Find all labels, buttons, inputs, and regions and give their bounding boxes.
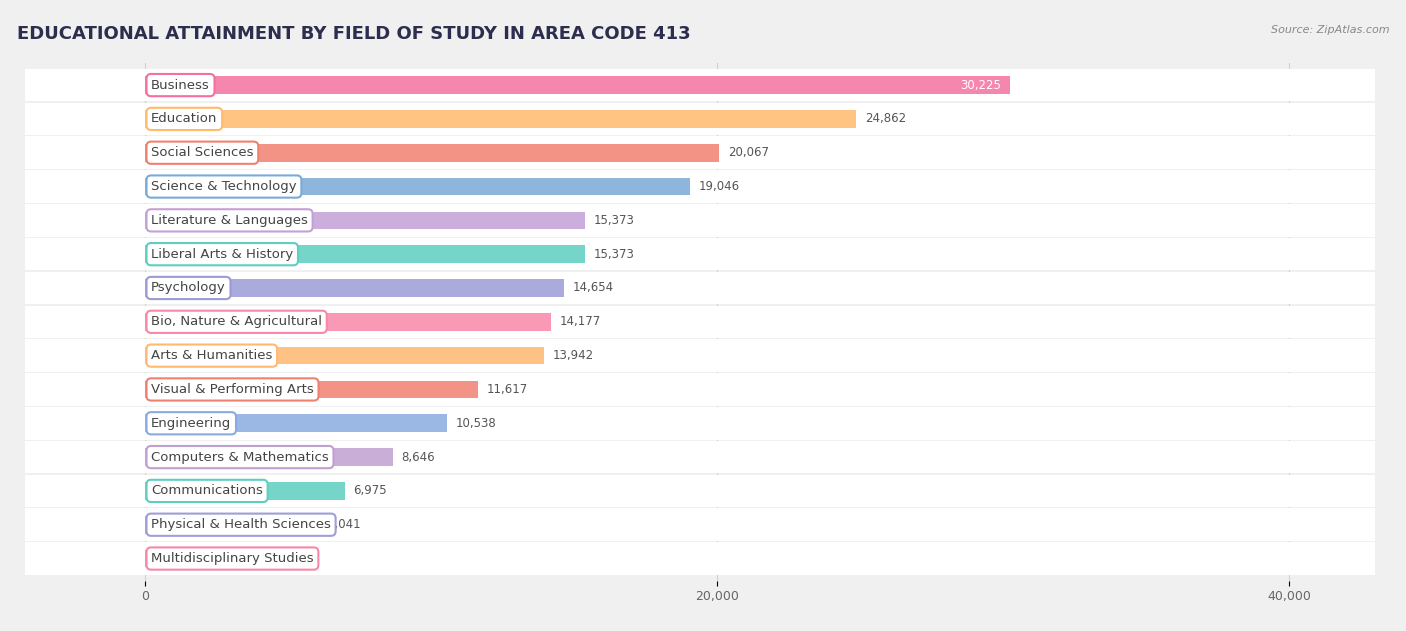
Text: 14,654: 14,654 xyxy=(574,281,614,295)
Bar xyxy=(25,103,1375,135)
Text: Science & Technology: Science & Technology xyxy=(150,180,297,193)
Bar xyxy=(25,373,1375,406)
Bar xyxy=(145,245,585,263)
Bar xyxy=(25,238,1375,271)
Bar xyxy=(145,211,585,229)
Bar xyxy=(145,144,720,162)
Text: 8,646: 8,646 xyxy=(401,451,434,464)
Text: 15,373: 15,373 xyxy=(593,248,634,261)
Bar xyxy=(145,550,200,567)
Text: Bio, Nature & Agricultural: Bio, Nature & Agricultural xyxy=(150,316,322,328)
Bar xyxy=(25,305,1375,338)
Bar xyxy=(25,509,1375,541)
Text: Business: Business xyxy=(150,79,209,91)
Text: Multidisciplinary Studies: Multidisciplinary Studies xyxy=(150,552,314,565)
Bar xyxy=(145,516,318,534)
Text: Source: ZipAtlas.com: Source: ZipAtlas.com xyxy=(1271,25,1389,35)
Bar xyxy=(145,178,690,196)
Bar xyxy=(25,339,1375,372)
Bar xyxy=(25,272,1375,304)
Bar xyxy=(25,170,1375,203)
Bar xyxy=(25,407,1375,440)
Text: Engineering: Engineering xyxy=(150,416,232,430)
Bar xyxy=(25,441,1375,473)
Bar xyxy=(145,279,564,297)
Bar xyxy=(25,475,1375,507)
Text: Literature & Languages: Literature & Languages xyxy=(150,214,308,227)
Text: 14,177: 14,177 xyxy=(560,316,600,328)
Bar xyxy=(145,482,344,500)
Bar xyxy=(25,204,1375,237)
Bar xyxy=(145,380,478,398)
Text: Liberal Arts & History: Liberal Arts & History xyxy=(150,248,294,261)
Text: 6,041: 6,041 xyxy=(326,518,360,531)
Bar xyxy=(25,542,1375,575)
Bar xyxy=(145,347,544,365)
Bar xyxy=(145,415,447,432)
Text: 24,862: 24,862 xyxy=(865,112,905,126)
Text: 10,538: 10,538 xyxy=(456,416,496,430)
Text: 6,975: 6,975 xyxy=(353,485,387,497)
Text: 20,067: 20,067 xyxy=(728,146,769,159)
Bar xyxy=(145,448,392,466)
Text: Communications: Communications xyxy=(150,485,263,497)
Text: Psychology: Psychology xyxy=(150,281,226,295)
Text: Arts & Humanities: Arts & Humanities xyxy=(150,349,273,362)
Text: Physical & Health Sciences: Physical & Health Sciences xyxy=(150,518,330,531)
Text: EDUCATIONAL ATTAINMENT BY FIELD OF STUDY IN AREA CODE 413: EDUCATIONAL ATTAINMENT BY FIELD OF STUDY… xyxy=(17,25,690,44)
Text: 15,373: 15,373 xyxy=(593,214,634,227)
Text: 13,942: 13,942 xyxy=(553,349,593,362)
Bar xyxy=(25,136,1375,169)
Text: 30,225: 30,225 xyxy=(960,79,1001,91)
Text: 19,046: 19,046 xyxy=(699,180,740,193)
Bar xyxy=(145,313,551,331)
Bar xyxy=(25,69,1375,102)
Bar xyxy=(145,110,856,127)
Text: Computers & Mathematics: Computers & Mathematics xyxy=(150,451,329,464)
Text: 11,617: 11,617 xyxy=(486,383,527,396)
Text: Education: Education xyxy=(150,112,218,126)
Text: Social Sciences: Social Sciences xyxy=(150,146,253,159)
Text: 1,881: 1,881 xyxy=(208,552,242,565)
Bar xyxy=(145,76,1010,94)
Text: Visual & Performing Arts: Visual & Performing Arts xyxy=(150,383,314,396)
